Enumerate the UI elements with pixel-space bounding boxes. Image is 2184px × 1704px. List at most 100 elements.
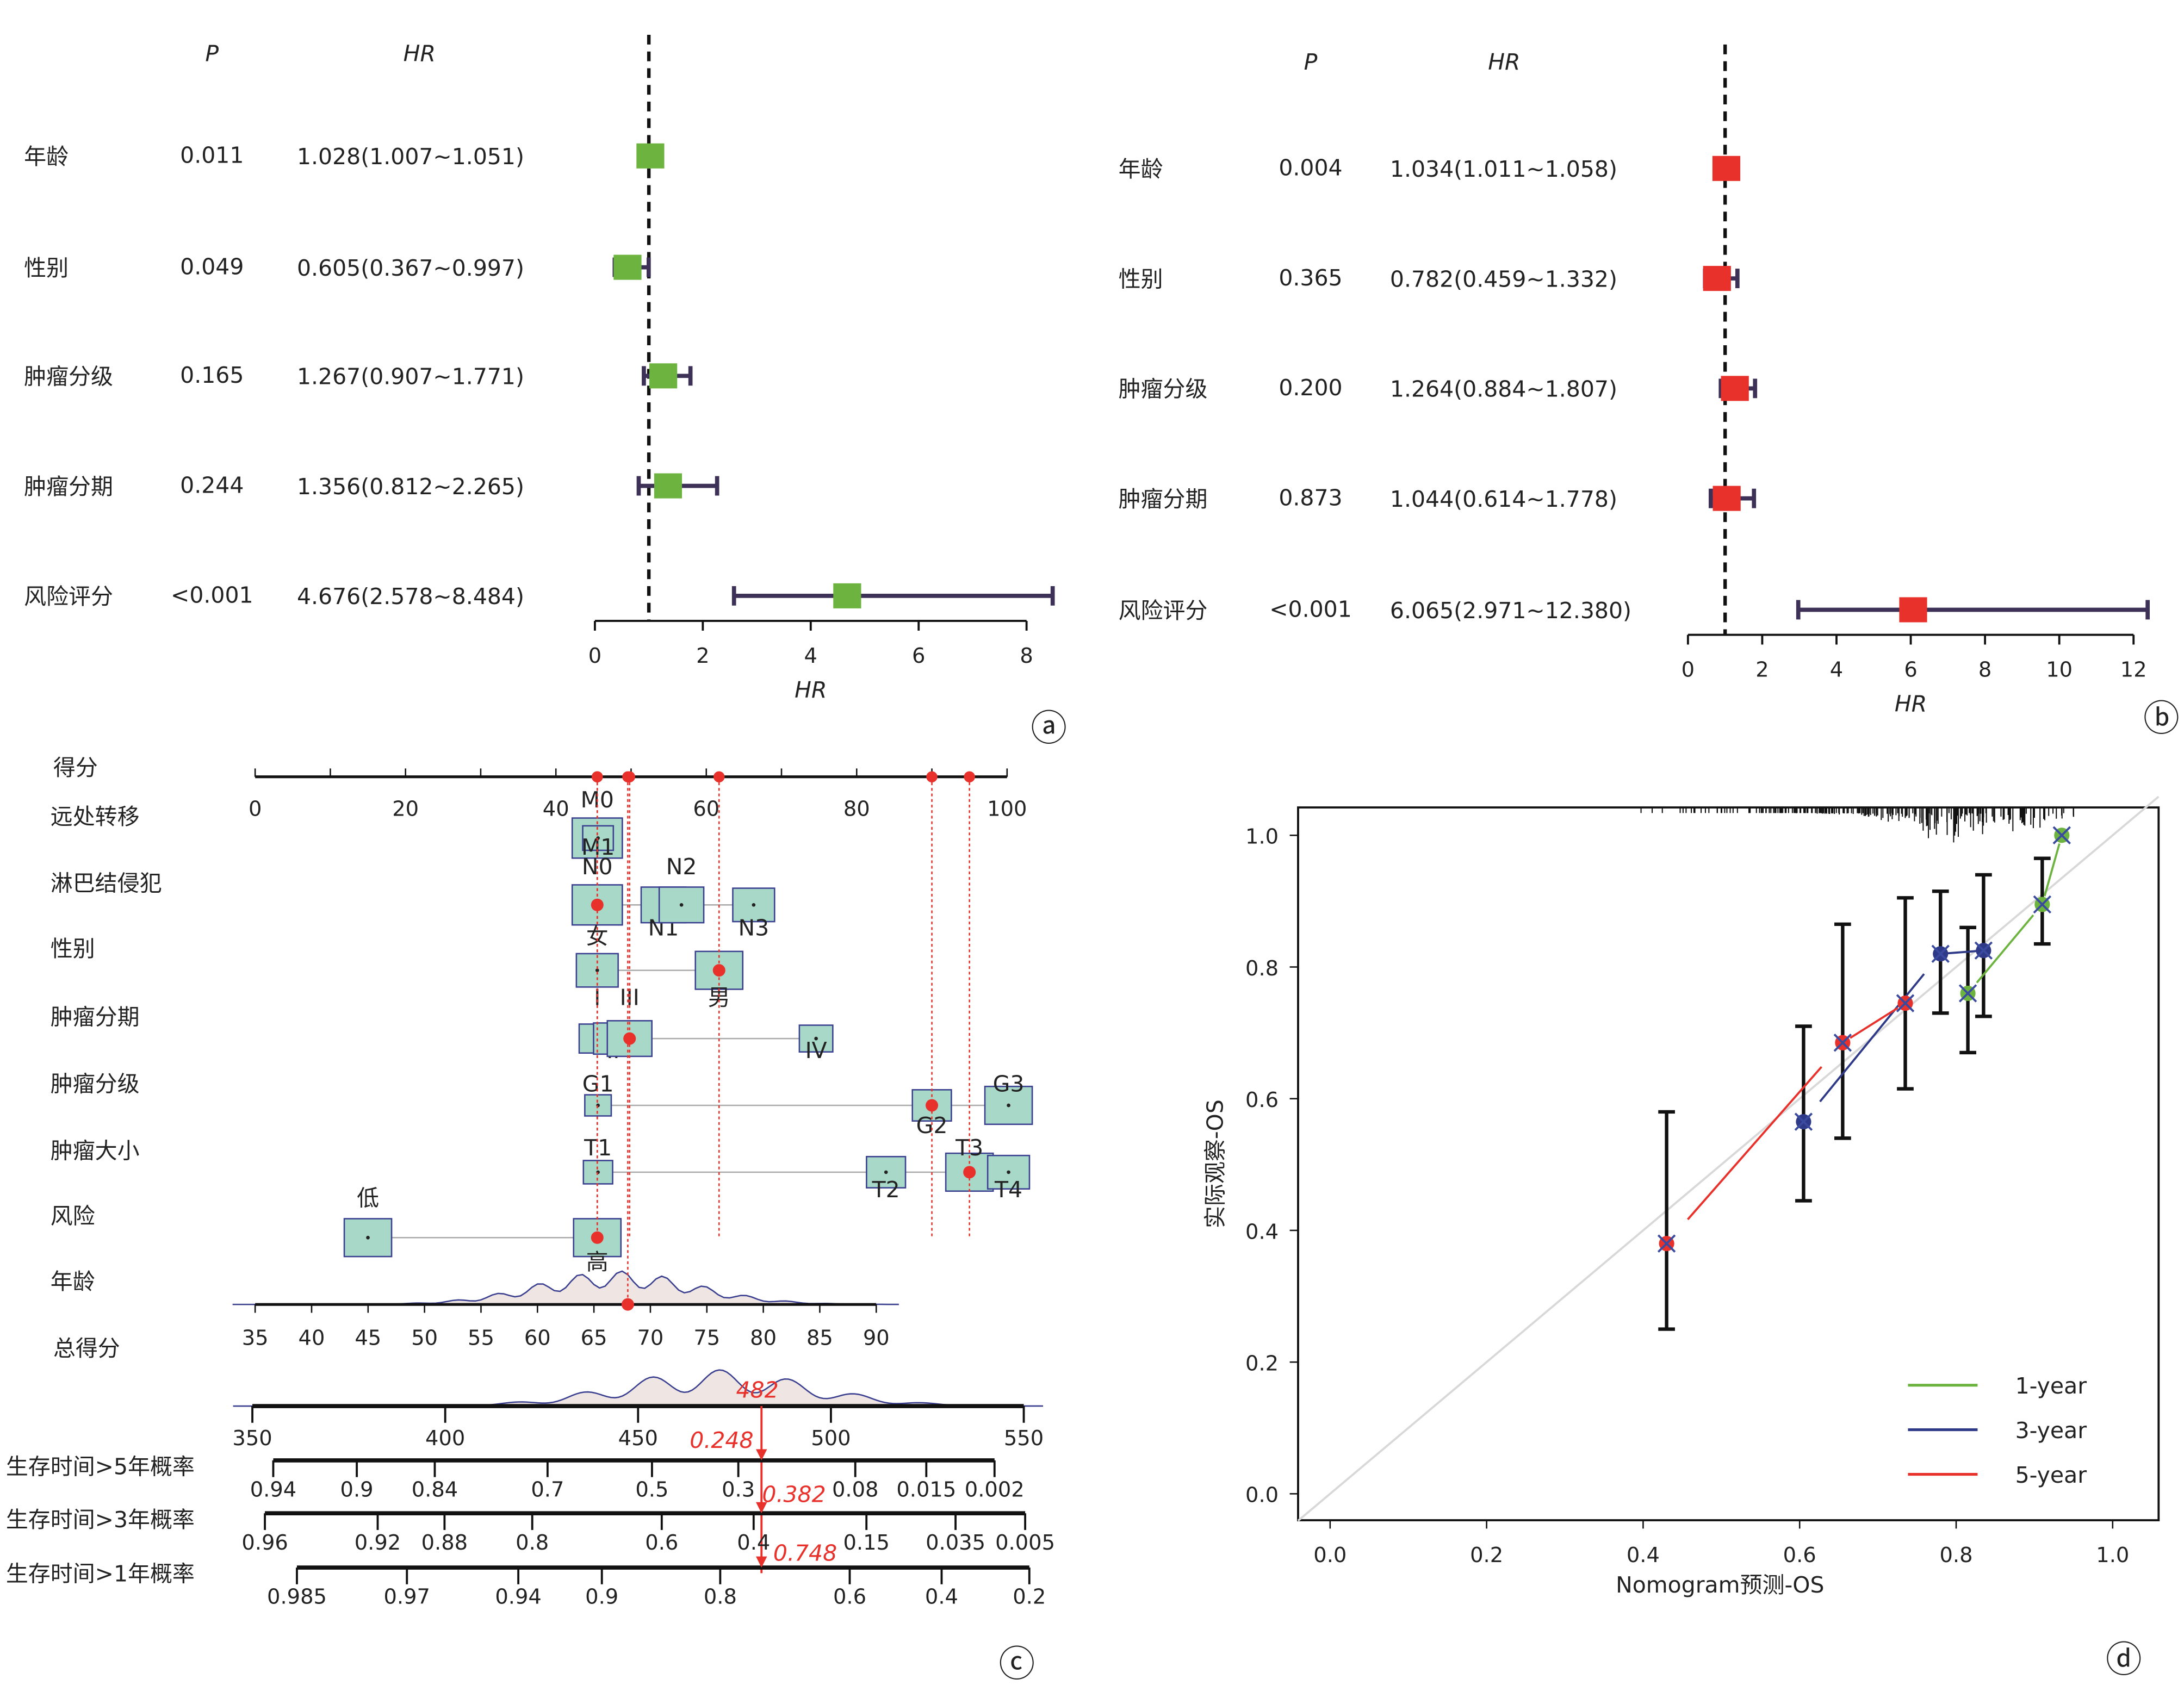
age-tick-label: 50 (411, 1326, 438, 1350)
variable-label: 远处转移 (51, 804, 140, 830)
level-dot (595, 968, 599, 972)
row-label: 肿瘤分期 (1119, 486, 1208, 512)
survival-tick-label: 0.2 (1013, 1585, 1046, 1609)
survival-axis-label: 生存时间>1年概率 (6, 1561, 195, 1587)
cross-marker (2052, 826, 2071, 844)
x-tick-label: 0.0 (1313, 1543, 1347, 1568)
points-tick-label: 100 (987, 797, 1027, 821)
panel-a-forest-plot: P HR 年龄 0.011 1.028(1.007~1.051) 性别 0.049 0.605… (24, 35, 1067, 749)
points-marker (592, 771, 603, 782)
level-label: G1 (582, 1071, 614, 1097)
row-label: 年龄 (1119, 156, 1163, 182)
survival-tick-label: 0.6 (833, 1585, 866, 1609)
series-line (1850, 1007, 1898, 1039)
x-tick-label: 8 (1020, 644, 1033, 668)
x-tick-label: 0 (1682, 657, 1695, 682)
row-label: 风险评分 (24, 583, 113, 610)
x-tick-label: 1.0 (2096, 1543, 2129, 1568)
survival-value-label: 0.382 (762, 1482, 826, 1508)
hr-text: 1.028(1.007~1.051) (297, 144, 524, 170)
level-label: IV (805, 1037, 827, 1064)
p-value: 0.011 (180, 142, 244, 169)
x-axis-label: Nomogram预测-OS (1616, 1572, 1824, 1598)
survival-tick-label: 0.8 (704, 1585, 737, 1609)
points-marker (964, 771, 975, 782)
points-tick-label: 80 (843, 797, 870, 821)
survival-tick-label: 0.08 (832, 1477, 878, 1502)
hr-text: 1.356(0.812~2.265) (297, 474, 524, 500)
survival-tick-label: 0.9 (585, 1585, 618, 1609)
x-axis-label: HR (1895, 691, 1927, 717)
survival-tick-label: 0.96 (241, 1531, 288, 1555)
x-tick-label: 10 (2046, 657, 2073, 682)
row-label: 风险评分 (1119, 598, 1208, 624)
survival-tick-label: 0.002 (965, 1477, 1025, 1502)
p-value: 0.004 (1279, 155, 1342, 181)
hr-marker (1703, 266, 1731, 291)
legend-label: 5-year (2015, 1462, 2087, 1488)
age-label: 年龄 (51, 1268, 95, 1295)
survival-tick-label: 0.4 (925, 1585, 958, 1609)
header-hr: HR (404, 41, 436, 67)
hr-marker (613, 254, 642, 280)
y-tick-label: 1.0 (1245, 825, 1279, 849)
arrow-head (756, 1449, 767, 1460)
cross-marker (1833, 1034, 1852, 1052)
x-tick-label: 0.4 (1627, 1543, 1660, 1568)
p-value: 0.873 (1279, 484, 1342, 511)
age-tick-label: 70 (637, 1326, 664, 1350)
row-label: 肿瘤分期 (24, 474, 113, 500)
p-value: <0.001 (171, 582, 253, 608)
survival-axis-label: 生存时间>3年概率 (6, 1507, 195, 1533)
x-tick-label: 0 (588, 644, 601, 668)
panel-label: ⓓ (2106, 1638, 2142, 1681)
age-tick-label: 45 (355, 1326, 381, 1350)
p-value: 0.244 (180, 472, 244, 498)
survival-tick-label: 0.94 (495, 1585, 541, 1609)
p-value: 0.200 (1279, 375, 1342, 401)
survival-tick-label: 0.5 (635, 1477, 668, 1502)
level-dot (366, 1235, 370, 1240)
arrow-head (756, 1556, 767, 1568)
survival-tick-label: 0.94 (250, 1477, 296, 1502)
level-label: N3 (739, 915, 770, 941)
x-tick-label: 12 (2120, 657, 2147, 682)
survival-tick-label: 0.3 (722, 1477, 755, 1502)
level-box (658, 886, 705, 924)
panel-label: ⓐ (1031, 707, 1067, 749)
level-dot (884, 1170, 888, 1174)
x-axis-label: HR (795, 677, 827, 703)
cross-marker (1657, 1234, 1676, 1253)
x-tick-label: 4 (1830, 657, 1843, 682)
points-marker (926, 771, 938, 782)
survival-tick-label: 0.6 (645, 1531, 678, 1555)
p-value: <0.001 (1269, 596, 1352, 622)
survival-tick-label: 0.92 (355, 1531, 401, 1555)
survival-tick-label: 0.7 (531, 1477, 564, 1502)
series-line (1945, 950, 1979, 955)
panel-label: ⓑ (2143, 697, 2180, 739)
survival-tick-label: 0.97 (384, 1585, 430, 1609)
total-tick-label: 400 (425, 1426, 465, 1451)
age-tick-label: 60 (524, 1326, 551, 1350)
survival-tick-label: 0.005 (995, 1531, 1055, 1555)
hr-text: 0.605(0.367~0.997) (297, 255, 524, 281)
selected-point (712, 964, 725, 977)
cross-marker (1794, 1112, 1813, 1131)
x-tick-label: 2 (696, 644, 709, 668)
total-tick-label: 350 (232, 1426, 272, 1451)
level-label: I (594, 985, 600, 1011)
hr-text: 0.782(0.459~1.332) (1390, 266, 1617, 292)
hr-marker (649, 363, 678, 389)
panel-d-calibration-plot: 1-year 3-year 5-year 0.0 0.2 0.4 0.6 0.8 1.0 0.0 0… (1202, 795, 2160, 1681)
points-label: 得分 (53, 755, 98, 781)
points-tick-label: 20 (392, 797, 419, 821)
age-tick-label: 85 (806, 1326, 833, 1350)
age-tick-label: 75 (693, 1326, 720, 1350)
row-label: 性别 (24, 255, 69, 281)
level-label: M1 (581, 834, 615, 860)
survival-tick-label: 0.4 (737, 1531, 770, 1555)
variable-label: 性别 (51, 936, 95, 962)
total-tick-label: 550 (1004, 1426, 1044, 1451)
